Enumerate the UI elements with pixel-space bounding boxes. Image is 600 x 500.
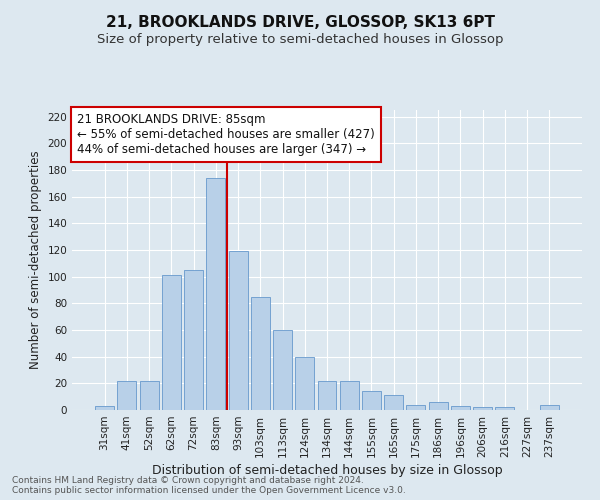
Bar: [206, 178, 225, 410]
Bar: [406, 404, 425, 410]
Bar: [496, 408, 514, 410]
Y-axis label: Number of semi-detached properties: Number of semi-detached properties: [29, 150, 42, 370]
Text: 21, BROOKLANDS DRIVE, GLOSSOP, SK13 6PT: 21, BROOKLANDS DRIVE, GLOSSOP, SK13 6PT: [106, 15, 494, 30]
Bar: [140, 380, 158, 410]
Bar: [184, 270, 203, 410]
Bar: [118, 380, 136, 410]
Bar: [451, 406, 470, 410]
Bar: [429, 402, 448, 410]
Bar: [384, 396, 403, 410]
Bar: [162, 276, 181, 410]
Bar: [251, 296, 270, 410]
X-axis label: Distribution of semi-detached houses by size in Glossop: Distribution of semi-detached houses by …: [152, 464, 502, 477]
Bar: [340, 380, 359, 410]
Bar: [273, 330, 292, 410]
Bar: [362, 392, 381, 410]
Bar: [229, 252, 248, 410]
Text: Contains HM Land Registry data © Crown copyright and database right 2024.
Contai: Contains HM Land Registry data © Crown c…: [12, 476, 406, 495]
Text: Size of property relative to semi-detached houses in Glossop: Size of property relative to semi-detach…: [97, 32, 503, 46]
Bar: [540, 404, 559, 410]
Bar: [95, 406, 114, 410]
Bar: [473, 408, 492, 410]
Text: 21 BROOKLANDS DRIVE: 85sqm
← 55% of semi-detached houses are smaller (427)
44% o: 21 BROOKLANDS DRIVE: 85sqm ← 55% of semi…: [77, 113, 375, 156]
Bar: [295, 356, 314, 410]
Bar: [317, 380, 337, 410]
